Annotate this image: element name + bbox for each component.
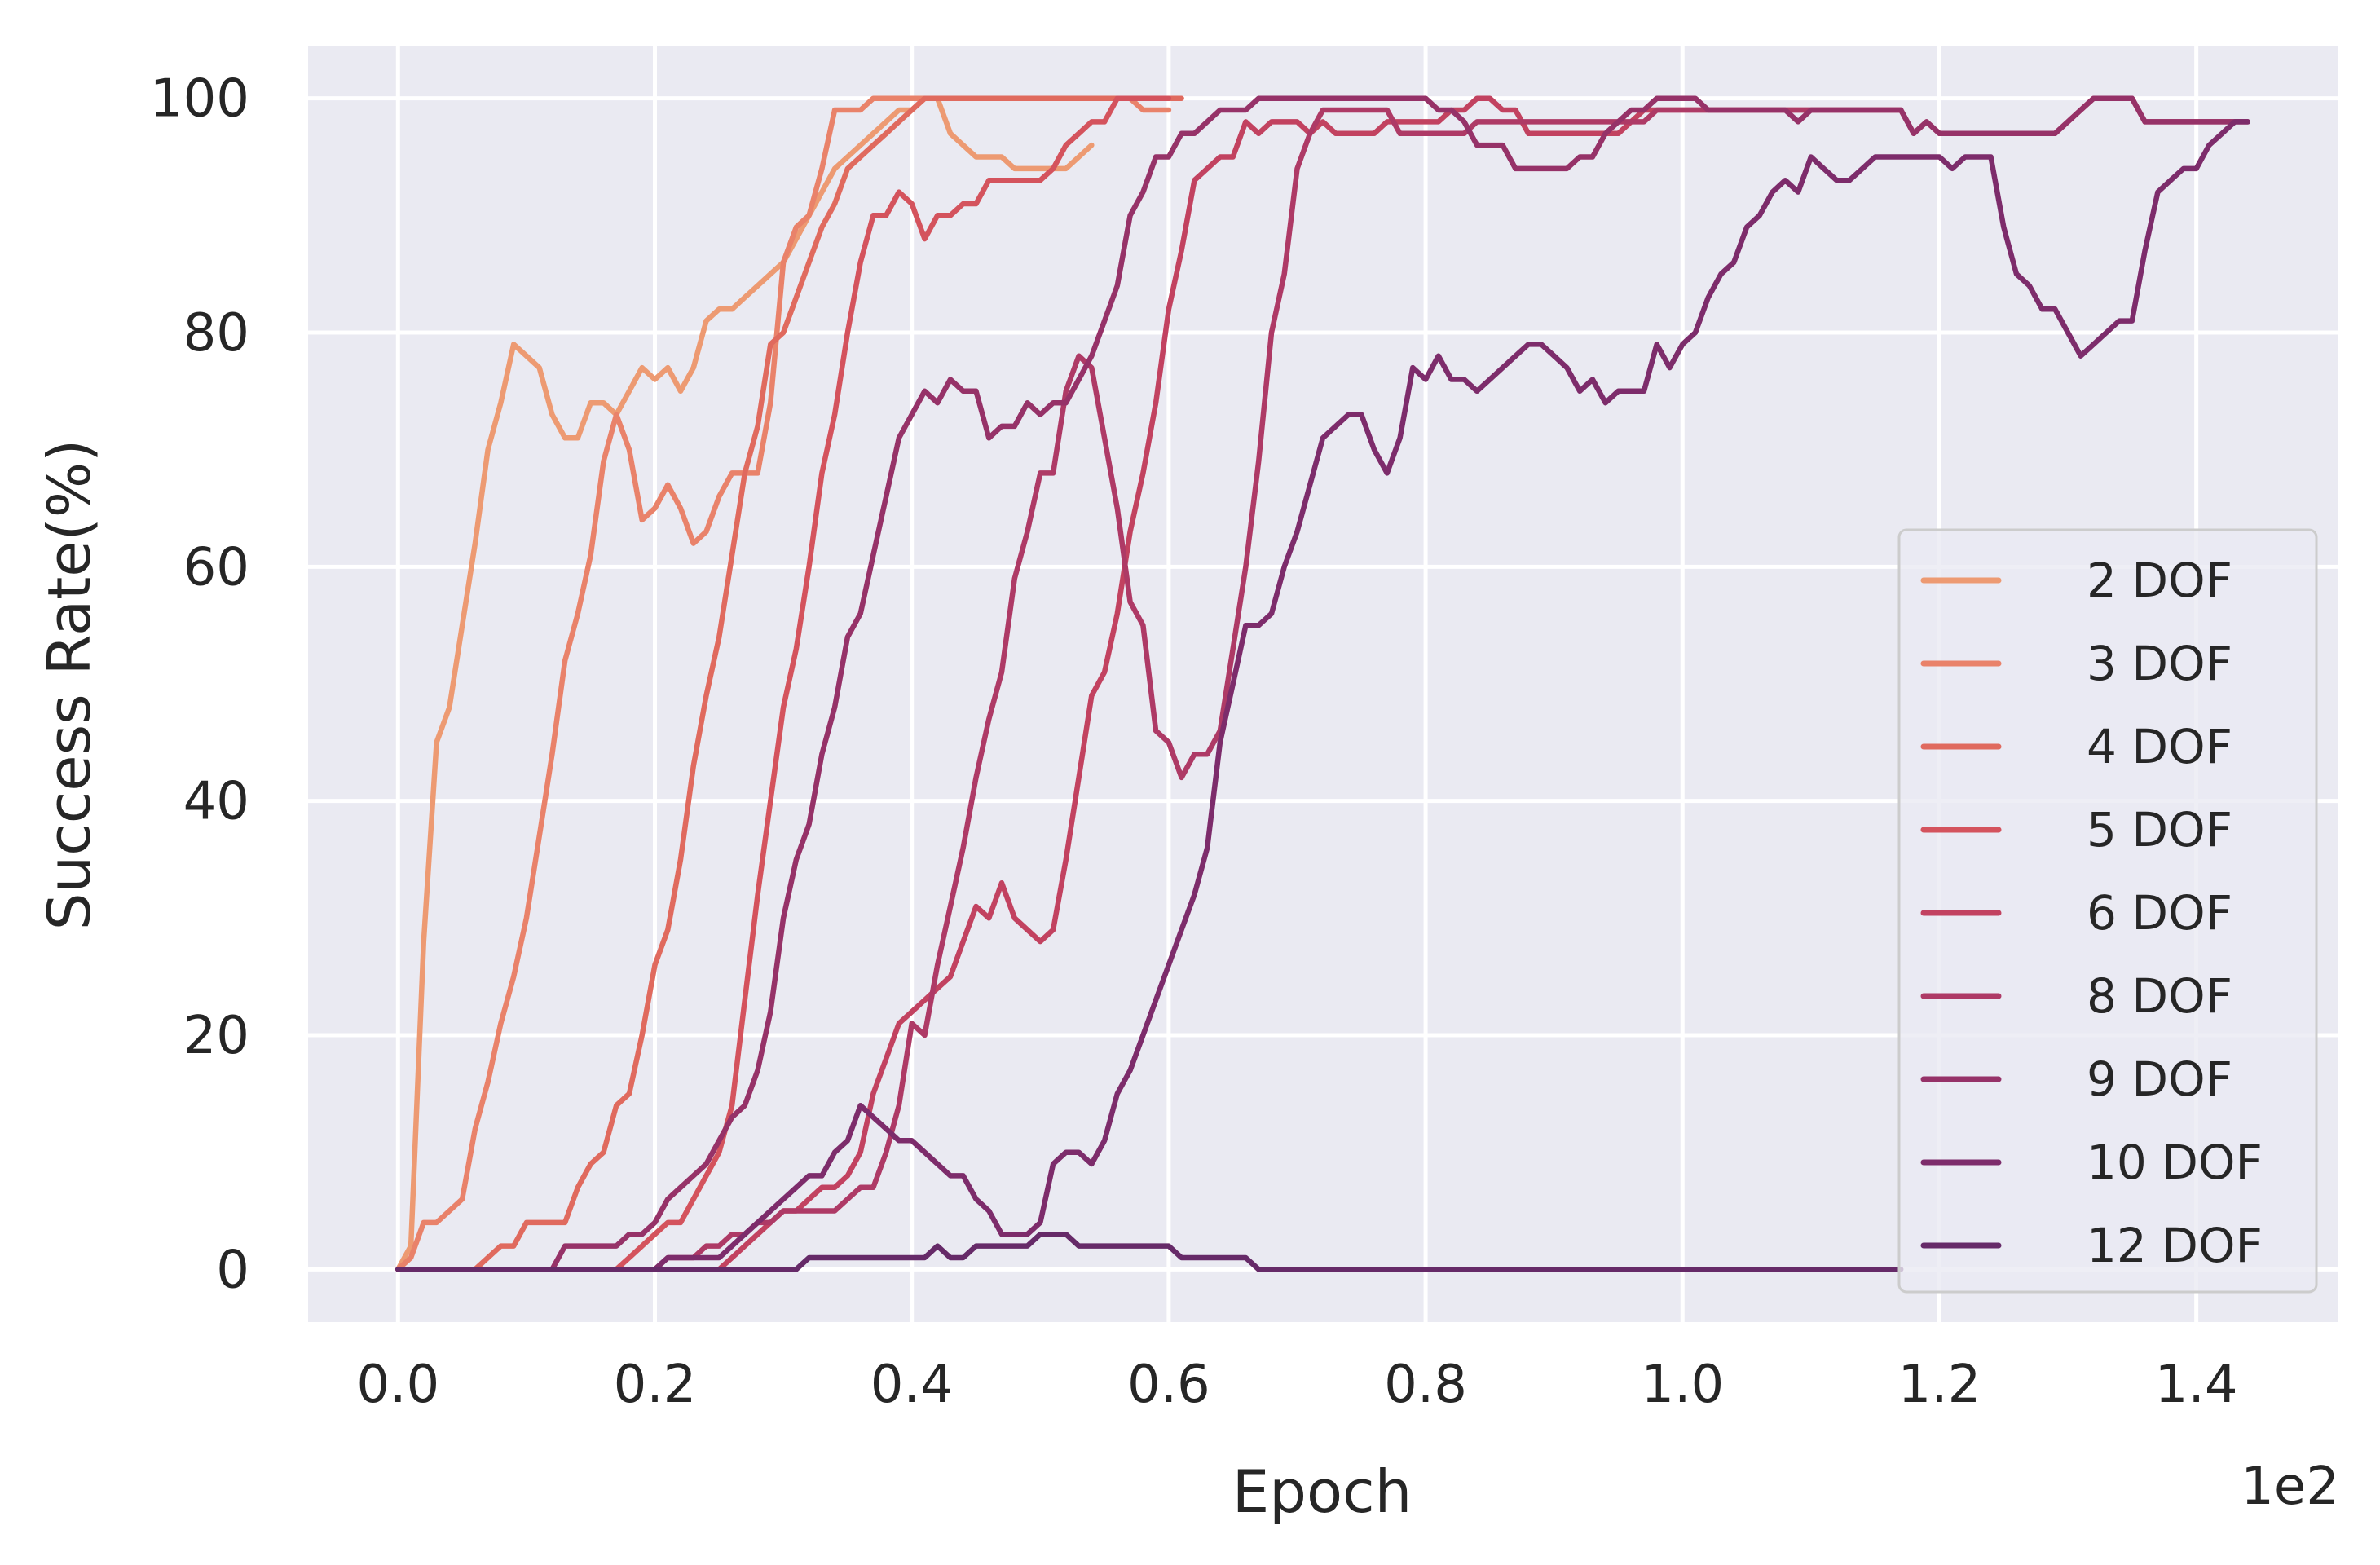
x-tick-label: 0.4 <box>870 1355 954 1415</box>
series-line-10-dof <box>395 119 2250 1272</box>
x-scale-note: 1e2 <box>2241 1457 2339 1517</box>
x-tick-label: 0.6 <box>1127 1355 1210 1415</box>
legend-label-10-dof: 10 DOF <box>2087 1135 2263 1190</box>
series-lines <box>395 95 2250 1272</box>
x-tick-label: 0.0 <box>356 1355 439 1415</box>
y-tick-labels: 0 20 40 60 80 100 <box>150 69 249 1301</box>
x-tick-label: 0.8 <box>1384 1355 1467 1415</box>
legend-label-5-dof: 5 DOF <box>2087 802 2232 857</box>
legend-frame <box>1897 528 2318 1294</box>
legend-label-8-dof: 8 DOF <box>2087 968 2232 1024</box>
legend-label-6-dof: 6 DOF <box>2087 885 2232 941</box>
series-line-9-dof <box>395 95 2250 1272</box>
x-tick-label: 0.2 <box>614 1355 697 1415</box>
legend-label-4-dof: 4 DOF <box>2087 719 2232 774</box>
series-line-12-dof <box>395 1231 1904 1272</box>
x-tick-label: 1.0 <box>1641 1355 1724 1415</box>
y-tick-label: 20 <box>183 1006 249 1066</box>
y-tick-label: 0 <box>216 1240 249 1300</box>
series-line-4-dof <box>395 95 1184 1272</box>
legend-label-2-dof: 2 DOF <box>2087 553 2232 608</box>
legend-label-3-dof: 3 DOF <box>2087 636 2232 691</box>
x-tick-label: 1.4 <box>2155 1355 2238 1415</box>
x-axis-label: Epoch <box>1232 1457 1412 1526</box>
legend-label-9-dof: 9 DOF <box>2087 1051 2232 1107</box>
y-tick-label: 60 <box>183 537 249 597</box>
y-tick-label: 40 <box>183 772 249 832</box>
legend-label-12-dof: 12 DOF <box>2087 1218 2263 1273</box>
y-tick-label: 100 <box>150 69 249 130</box>
x-tick-labels: 0.0 0.2 0.4 0.6 0.8 1.0 1.2 1.4 <box>356 1355 2237 1415</box>
series-line-8-dof <box>395 107 1904 1272</box>
series-line-5-dof <box>395 95 1172 1272</box>
series-line-2-dof <box>395 95 1095 1272</box>
y-axis-label: Success Rate(%) <box>35 439 104 930</box>
x-tick-label: 1.2 <box>1898 1355 1981 1415</box>
legend: 2 DOF 3 DOF 4 DOF 5 DOF 6 DOF 8 DOF 9 DOF 10 DO… <box>1897 528 2318 1294</box>
y-tick-label: 80 <box>183 303 249 364</box>
